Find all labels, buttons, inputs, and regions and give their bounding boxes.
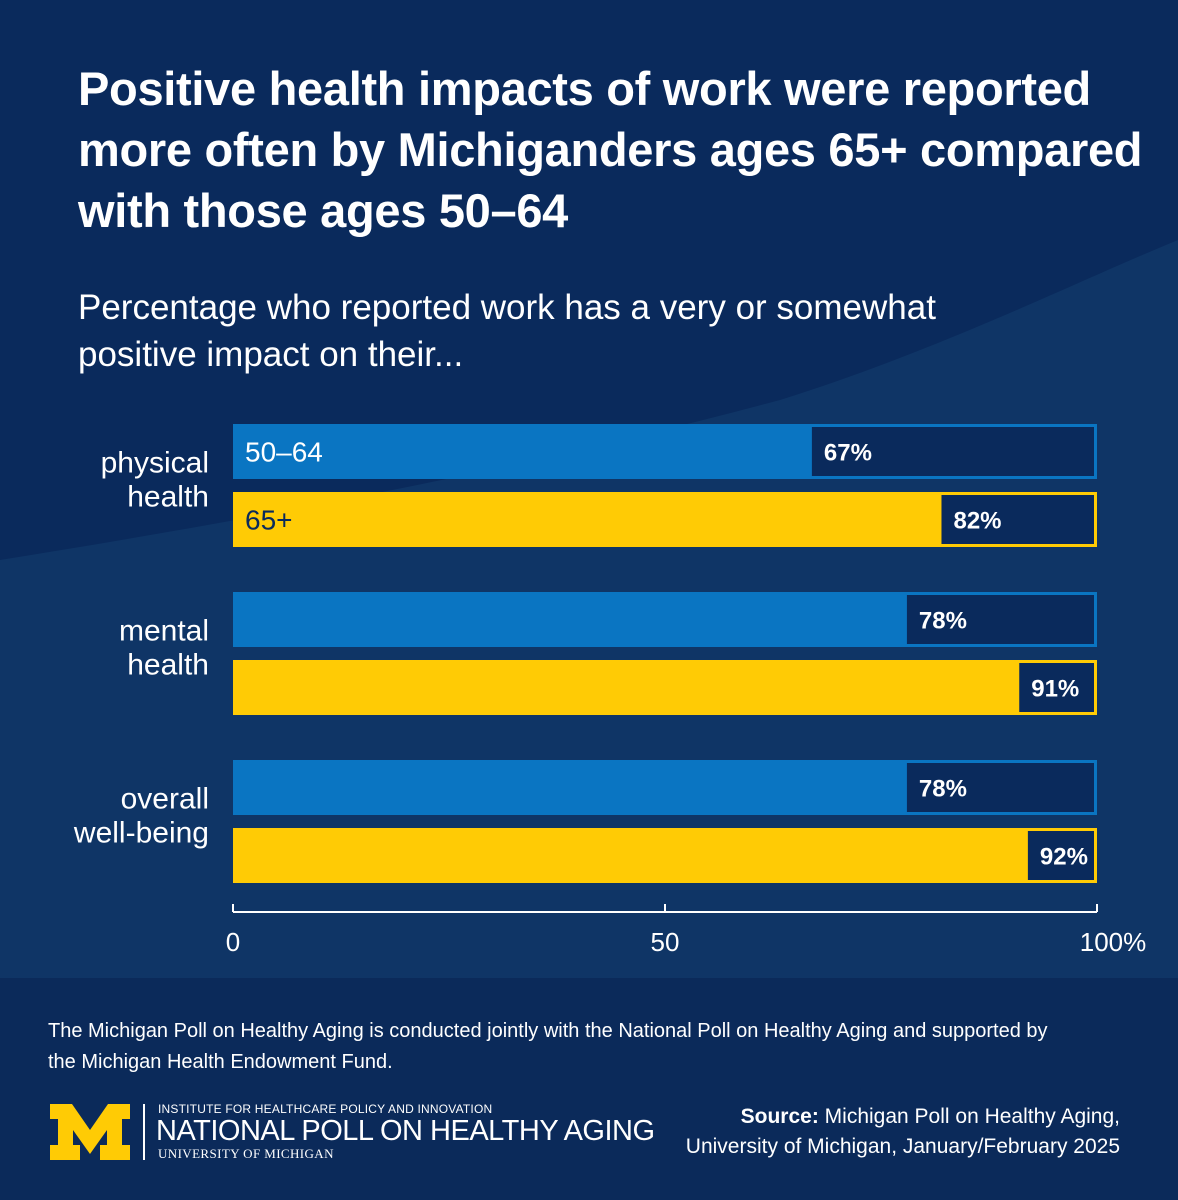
category-label-line: overall [121,783,209,816]
logo-institute-text: INSTITUTE FOR HEALTHCARE POLICY AND INNO… [158,1102,493,1116]
category-label: mental health [119,615,209,682]
x-tick-label: 0 [226,927,240,957]
footnote: The Michigan Poll on Healthy Aging is co… [48,1020,1048,1073]
value-label: 82% [953,508,1001,535]
series-label: 65+ [245,505,293,536]
npha-logo: INSTITUTE FOR HEALTHCARE POLICY AND INNO… [50,1100,655,1164]
bar [233,660,1020,715]
logo-poll-name: NATIONAL POLL ON HEALTHY AGING [156,1115,655,1147]
category-label: physical health [101,447,209,514]
x-tick-label: 100% [1080,927,1147,957]
source-line2: University of Michigan, January/February… [685,1135,1120,1158]
bar [233,828,1028,883]
category-label-line: mental [119,615,209,648]
value-label: 91% [1031,676,1079,703]
value-label: 92% [1040,844,1088,871]
footer [0,978,1178,1200]
logo-divider [143,1104,145,1160]
chart-title: Positive health impacts of work were rep… [78,62,1143,237]
block-m-logo [50,1104,130,1160]
chart-subtitle: Percentage who reported work has a very … [78,288,936,374]
category-label: overall well-being [73,783,209,850]
bar [233,492,942,547]
category-label-line: health [127,649,209,682]
value-label: 67% [824,440,872,467]
bar [233,760,907,815]
source-line1: Michigan Poll on Healthy Aging, [824,1105,1120,1128]
logo-university-text: UNIVERSITY OF MICHIGAN [158,1146,334,1161]
x-tick-label: 50 [651,927,680,957]
bar [233,424,812,479]
source-label: Source: [740,1105,819,1128]
value-label: 78% [919,776,967,803]
value-label: 78% [919,608,967,635]
category-label-line: health [127,481,209,514]
bar [233,592,907,647]
source-citation: Source: Michigan Poll on Healthy Aging, … [686,1102,1120,1162]
series-label: 50–64 [245,437,323,468]
category-label-line: well-being [73,817,209,850]
category-label-line: physical [101,447,209,480]
